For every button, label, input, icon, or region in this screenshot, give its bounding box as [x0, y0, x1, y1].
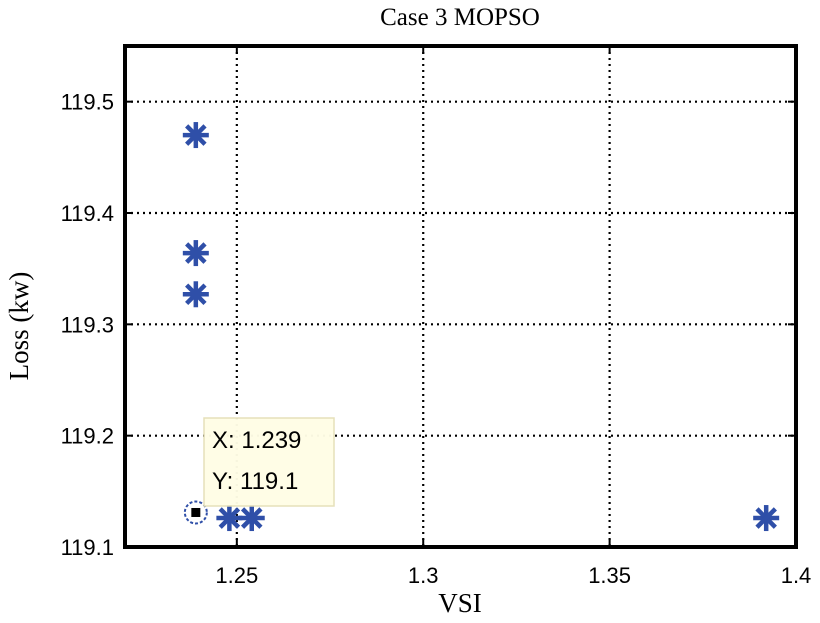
- y-tick-label: 119.3: [61, 312, 114, 337]
- data-points: [182, 122, 780, 532]
- y-axis-title: Loss (kw): [4, 272, 34, 381]
- scatter-point: [753, 505, 780, 532]
- x-tick-label: 1.25: [215, 563, 258, 588]
- datatip-x-text: X: 1.239: [212, 427, 301, 454]
- x-tick-label: 1.35: [588, 563, 631, 588]
- scatter-point: [216, 505, 243, 532]
- plot-frame: [123, 44, 798, 549]
- datatip-box[interactable]: X: 1.239 Y: 119.1: [203, 417, 335, 507]
- y-tick-label: 119.2: [61, 424, 114, 449]
- datatip-y-text: Y: 119.1: [212, 468, 298, 495]
- datatip-marker[interactable]: [183, 500, 208, 525]
- x-tick-label: 1.4: [781, 563, 812, 588]
- grid-lines: [125, 46, 796, 547]
- y-tick-label: 119.4: [61, 201, 114, 226]
- scatter-point: [238, 505, 265, 532]
- axis-ticks: 1.25 1.3 1.35 1.4 119.1 119.2 119.3 119.4 119.5: [61, 46, 812, 588]
- chart-title: Case 3 MOPSO: [380, 4, 540, 31]
- scatter-point: [182, 240, 209, 267]
- x-tick-label: 1.3: [408, 563, 439, 588]
- y-tick-label: 119.5: [61, 90, 114, 115]
- scatter-point: [182, 122, 209, 149]
- data-tip: X: 1.239 Y: 119.1: [183, 417, 335, 525]
- scatter-point: [182, 281, 209, 308]
- x-axis-title: VSI: [438, 588, 482, 618]
- y-tick-label: 119.1: [61, 535, 114, 560]
